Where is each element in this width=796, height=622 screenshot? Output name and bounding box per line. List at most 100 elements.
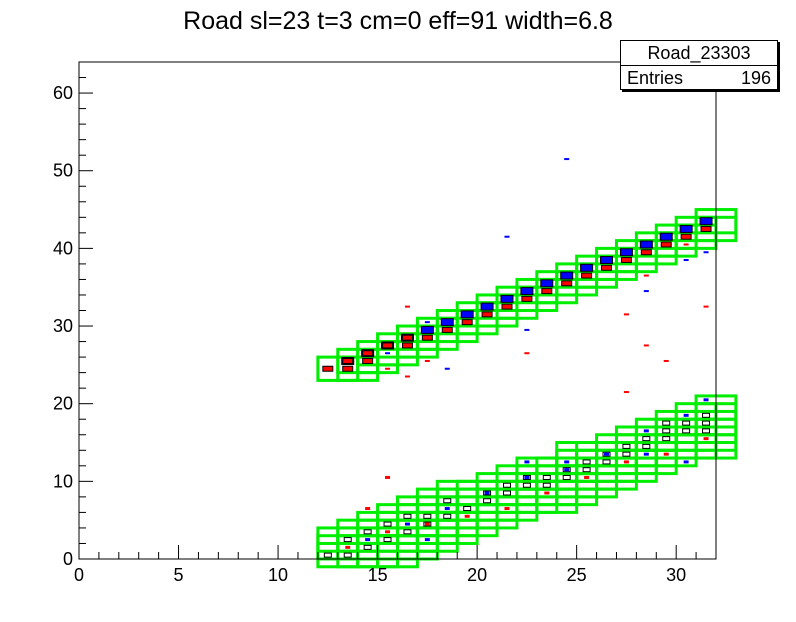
hit-open <box>522 482 531 488</box>
hit-red <box>584 475 590 479</box>
hit-open <box>383 537 392 543</box>
hit-blue <box>619 248 633 257</box>
hit-red <box>464 514 470 518</box>
stats-entries-value: 196 <box>740 68 771 88</box>
hit-open <box>542 474 551 480</box>
hit-open <box>483 490 492 496</box>
x-tick-label: 10 <box>268 565 288 585</box>
y-tick-label: 30 <box>53 316 73 336</box>
stats-box: Road_23303 Entries 196 <box>620 40 778 90</box>
hit-open <box>702 428 711 434</box>
hit-red <box>342 357 354 364</box>
hit-open <box>582 467 591 473</box>
plot-frame <box>78 61 717 560</box>
hit-blue <box>580 263 594 272</box>
hit-open <box>622 443 631 449</box>
hit-open <box>403 513 412 519</box>
stray-hit-blue <box>524 328 530 331</box>
stray-hit-red <box>404 305 410 308</box>
hit-blue <box>639 240 653 249</box>
x-tick-label: 20 <box>467 565 487 585</box>
hit-open <box>403 529 412 535</box>
stray-hit-blue <box>683 259 689 262</box>
hit-blue <box>679 224 693 233</box>
hit-blue <box>524 475 530 479</box>
y-tick-label: 60 <box>53 83 73 103</box>
hit-red <box>660 241 672 248</box>
hit-open <box>642 436 651 442</box>
hit-open <box>662 428 671 434</box>
hit-open <box>562 467 571 473</box>
y-tick-label: 10 <box>53 471 73 491</box>
hit-blue <box>540 279 554 288</box>
x-tick-label: 5 <box>174 565 184 585</box>
hit-open <box>642 443 651 449</box>
stray-hit-red <box>404 375 410 378</box>
hit-blue <box>365 538 371 542</box>
hit-open <box>423 521 432 527</box>
stray-hit-red <box>643 274 649 277</box>
hit-red <box>441 326 453 333</box>
hit-red <box>501 303 513 310</box>
stray-hit-blue <box>504 235 510 238</box>
hit-red <box>342 365 354 372</box>
hit-blue <box>703 398 709 402</box>
hit-red <box>620 257 632 264</box>
hit-red <box>401 334 413 341</box>
hit-open <box>463 506 472 512</box>
hit-blue <box>643 452 649 456</box>
hit-blue <box>444 507 450 511</box>
hit-blue <box>683 460 689 464</box>
hit-open <box>622 451 631 457</box>
hit-red <box>401 342 413 349</box>
hit-open <box>323 552 332 558</box>
y-tick-label: 0 <box>63 549 73 569</box>
hit-red <box>365 507 371 511</box>
hit-open <box>502 482 511 488</box>
stray-hit-red <box>643 344 649 347</box>
hit-open <box>662 420 671 426</box>
hit-open <box>502 490 511 496</box>
x-tick-label: 0 <box>74 565 84 585</box>
stray-hit-red <box>524 352 530 355</box>
hit-blue <box>424 538 430 542</box>
stray-hit-red <box>683 243 689 246</box>
hit-open <box>522 474 531 480</box>
x-tick-label: 30 <box>666 565 686 585</box>
stray-hit-blue <box>444 367 450 370</box>
hit-red <box>561 280 573 287</box>
hit-blue <box>564 460 570 464</box>
hit-blue <box>560 271 574 280</box>
stray-hit-blue <box>643 290 649 293</box>
hit-open <box>682 428 691 434</box>
hit-blue <box>524 460 530 464</box>
hit-open <box>383 521 392 527</box>
hit-red <box>581 272 593 279</box>
hit-red <box>481 311 493 318</box>
axes-layer: 0 5 10 15 20 25 30 0 10 20 30 40 50 60 <box>53 61 717 585</box>
stats-entries-label: Entries <box>627 68 684 88</box>
hit-red <box>663 452 669 456</box>
chart-title: Road sl=23 t=3 cm=0 eff=91 width=6.8 <box>183 7 613 35</box>
x-tick-label: 15 <box>368 565 388 585</box>
hit-blue <box>480 302 494 311</box>
stray-hit-blue <box>703 251 709 254</box>
stats-entries-row: Entries 196 <box>621 66 777 90</box>
hit-red <box>424 522 430 526</box>
hit-red <box>504 507 510 511</box>
hit-open <box>343 552 352 558</box>
hit-red <box>345 545 351 549</box>
hit-blue <box>699 217 713 226</box>
stray-hit-red <box>663 359 669 362</box>
stray-hit-red <box>623 313 629 316</box>
hit-blue <box>600 256 614 265</box>
hit-open <box>443 513 452 519</box>
hit-red <box>703 437 709 441</box>
stray-hit-red <box>703 305 709 308</box>
hit-red <box>385 475 391 479</box>
y-tick-label: 50 <box>53 161 73 181</box>
hit-open <box>542 482 551 488</box>
y-tick-label: 40 <box>53 238 73 258</box>
hit-blue <box>404 522 410 526</box>
